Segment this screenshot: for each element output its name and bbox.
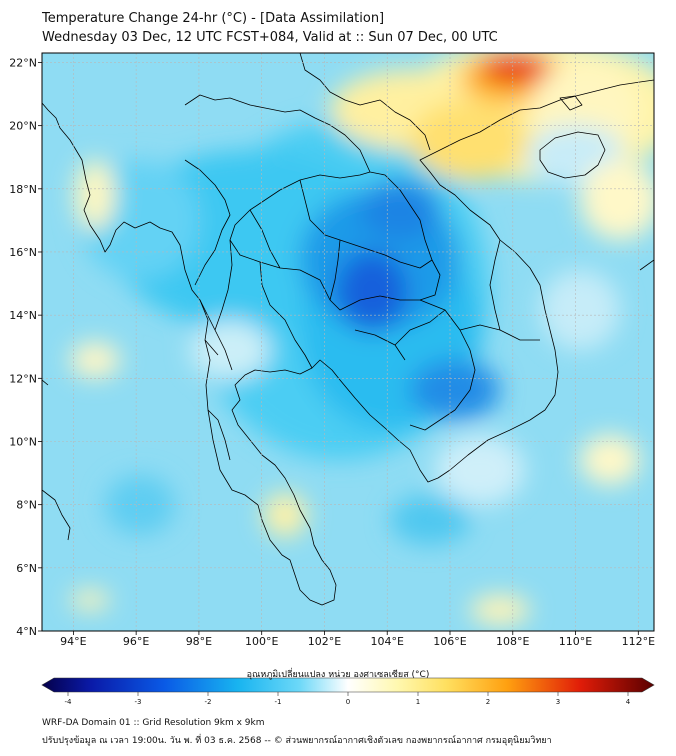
lat-label: 20°N <box>9 120 37 133</box>
colorbar-tick-label: -4 <box>65 698 73 706</box>
chart-title: Temperature Change 24-hr (°C) - [Data As… <box>42 11 385 26</box>
map-frame <box>41 52 655 632</box>
lat-label: 8°N <box>16 499 37 512</box>
lon-label: 102°E <box>308 635 341 648</box>
lon-label: 104°E <box>371 635 404 648</box>
lat-label: 6°N <box>16 562 37 575</box>
lat-label: 14°N <box>9 309 37 322</box>
lon-label: 108°E <box>496 635 529 648</box>
colorbar-tick-label: -3 <box>135 698 142 706</box>
lat-label: 10°N <box>9 435 37 448</box>
colorbar-tick-label: 4 <box>626 698 631 706</box>
lon-label: 98°E <box>186 635 212 648</box>
lat-label: 22°N <box>9 56 37 69</box>
colorbar-ticks: -4 -3 -2 -1 0 1 2 3 4 <box>65 692 631 706</box>
lon-label: 106°E <box>433 635 466 648</box>
lat-label: 18°N <box>9 183 37 196</box>
footer-credit: ปรับปรุงข้อมูล ณ เวลา 19:00น. วัน พ. ที่… <box>42 736 552 746</box>
colorbar-tick-label: 3 <box>556 698 560 706</box>
field-layer <box>42 53 654 631</box>
colorbar-tick-label: -1 <box>275 698 282 706</box>
colorbar-tick-label: 1 <box>416 698 420 706</box>
chart-subtitle: Wednesday 03 Dec, 12 UTC FCST+084, Valid… <box>42 30 498 45</box>
map-axes: 22°N 20°N 18°N 16°N 14°N 12°N 10°N 8°N 6°N 4°N 94°… <box>9 52 655 648</box>
lon-label: 94°E <box>60 635 86 648</box>
colorbar-tick-label: 0 <box>346 698 350 706</box>
colorbar-tick-label: 2 <box>486 698 490 706</box>
colorbar-tick-label: -2 <box>205 698 212 706</box>
coastlines-and-borders <box>42 53 654 606</box>
colorbar: -4 -3 -2 -1 0 1 2 3 4 <box>41 677 655 706</box>
colorbar-label: อุณหภูมิเปลี่ยนแปลง หน่วย องศาเซลเซียส (… <box>246 670 430 680</box>
lat-label: 12°N <box>9 372 37 385</box>
lat-label: 16°N <box>9 246 37 259</box>
lon-label: 96°E <box>123 635 149 648</box>
colorbar-gradient <box>41 677 655 693</box>
footer-model-info: WRF-DA Domain 01 :: Grid Resolution 9km … <box>42 718 265 728</box>
lon-label: 100°E <box>245 635 278 648</box>
lon-label: 112°E <box>622 635 655 648</box>
lat-label: 4°N <box>16 625 37 638</box>
lon-label: 110°E <box>559 635 592 648</box>
